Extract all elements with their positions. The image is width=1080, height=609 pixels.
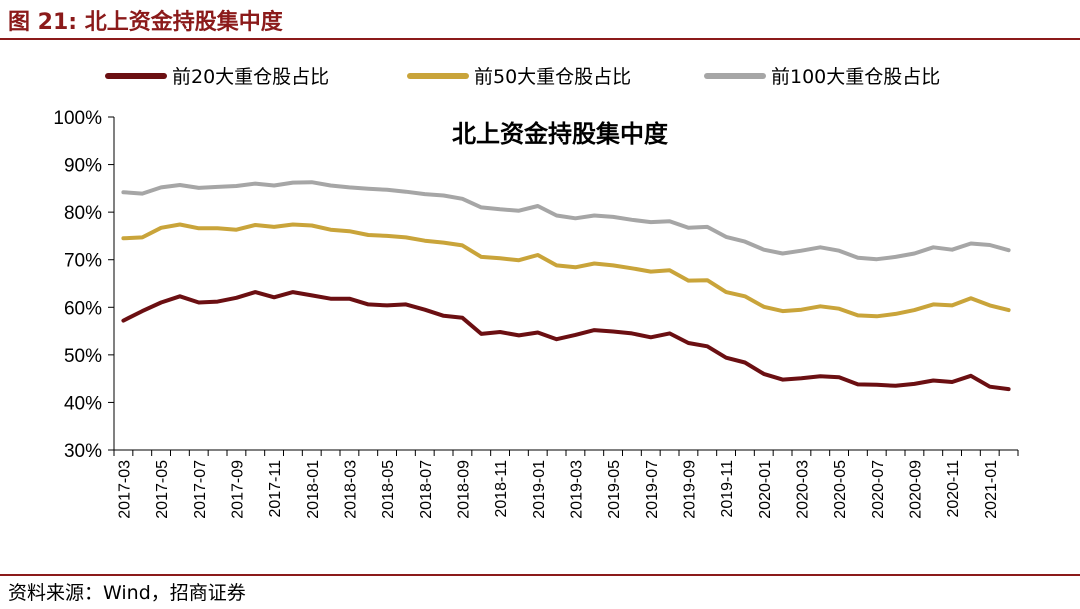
x-tick-label: 2018-05 (380, 460, 397, 519)
x-tick-label: 2017-03 (116, 460, 133, 519)
source-note: 资料来源：Wind，招商证券 (8, 582, 246, 604)
x-tick-label: 2018-03 (342, 460, 359, 519)
bottom-divider (0, 574, 1080, 576)
line-chart: 前20大重仓股占比 前50大重仓股占比 前100大重仓股占比 北上资金持股集中度 3… (53, 66, 1019, 519)
series-line-1 (121, 290, 1011, 392)
x-tick-label: 2018-09 (455, 460, 472, 519)
series-line-2 (121, 222, 1011, 319)
chart-title: 北上资金持股集中度 (452, 120, 669, 148)
chart-legend: 前20大重仓股占比 前50大重仓股占比 前100大重仓股占比 (105, 66, 940, 88)
y-tick-label: 60% (64, 298, 102, 319)
x-tick-label: 2020-07 (870, 460, 887, 519)
x-tick-label: 2020-11 (945, 460, 962, 518)
chart-series (121, 180, 1011, 392)
x-tick-label: 2017-05 (154, 460, 171, 519)
top-divider (0, 38, 1080, 40)
series-line-3 (121, 180, 1011, 262)
x-tick-label: 2017-09 (229, 460, 246, 519)
legend-label: 前50大重仓股占比 (474, 66, 631, 88)
legend-label: 前20大重仓股占比 (172, 66, 329, 88)
legend-label: 前100大重仓股占比 (771, 66, 940, 88)
y-tick-label: 40% (64, 393, 102, 414)
y-tick-label: 50% (64, 346, 102, 367)
y-tick-label: 100% (53, 108, 102, 129)
x-tick-label: 2019-11 (719, 460, 736, 518)
x-tick-label: 2019-01 (531, 460, 548, 519)
y-tick-label: 90% (64, 156, 102, 177)
chart-axes: 30% 40% 50% 60% 70% 80% 90% 100% 2017-03 2017-05 2… (53, 108, 1019, 519)
x-tick-label: 2017-11 (267, 460, 284, 518)
y-tick-label: 70% (64, 251, 102, 272)
x-tick-label: 2018-07 (418, 460, 435, 519)
x-tick-label: 2020-09 (907, 460, 924, 519)
x-tick-label: 2019-09 (681, 460, 698, 519)
y-tick-label: 30% (64, 441, 102, 462)
x-tick-label: 2020-01 (757, 460, 774, 519)
y-tick-label: 80% (64, 203, 102, 224)
x-tick-label: 2020-05 (832, 460, 849, 519)
x-tick-label: 2017-07 (192, 460, 209, 519)
x-tick-label: 2019-07 (644, 460, 661, 519)
x-tick-label: 2020-03 (794, 460, 811, 519)
x-tick-label: 2019-03 (568, 460, 585, 519)
x-tick-label: 2018-01 (305, 460, 322, 519)
x-tick-label: 2019-05 (606, 460, 623, 519)
figure-title: 图 21: 北上资金持股集中度 (8, 10, 283, 35)
x-tick-label: 2018-11 (493, 460, 510, 518)
x-tick-label: 2021-01 (983, 460, 1000, 519)
